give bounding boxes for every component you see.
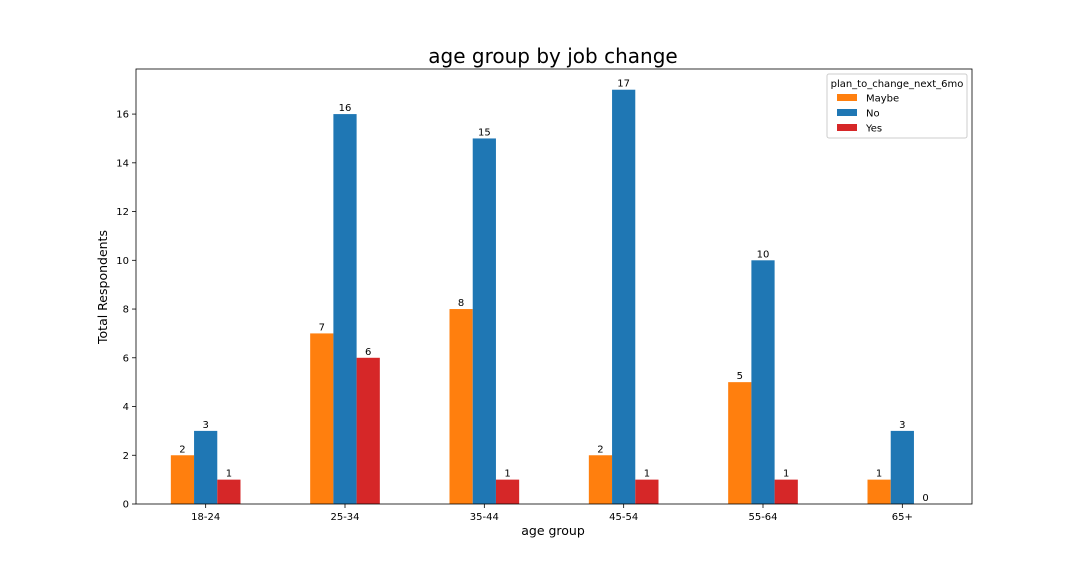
data-label: 2: [597, 444, 603, 455]
bar-yes: [356, 357, 380, 504]
bar-yes: [635, 479, 659, 504]
data-label: 1: [644, 469, 650, 480]
data-label: 3: [202, 420, 208, 431]
bar-no: [333, 114, 357, 504]
legend-label-maybe: Maybe: [866, 94, 899, 105]
y-tick-label: 8: [123, 305, 129, 316]
bar-yes: [774, 479, 798, 504]
y-tick-label: 14: [116, 158, 129, 169]
x-axis: 18-24 25-34 35-44 45-54 55-64 65+: [191, 504, 913, 523]
bar-maybe: [588, 455, 613, 504]
bar-maybe: [867, 479, 891, 504]
bar-maybe: [449, 309, 473, 504]
data-label: 3: [899, 420, 905, 431]
data-label: 1: [504, 469, 510, 480]
x-tick-label: 25-34: [330, 512, 359, 523]
y-tick-label: 0: [123, 500, 129, 511]
bar-no: [890, 430, 914, 504]
y-tick-label: 2: [123, 451, 129, 462]
bar-no: [751, 260, 775, 504]
bar-yes: [495, 479, 520, 504]
y-tick-label: 16: [116, 110, 129, 121]
data-label: 10: [757, 249, 770, 260]
data-label: 2: [179, 444, 185, 455]
y-axis-label: Total Respondents: [95, 230, 110, 345]
legend-box: [826, 73, 968, 139]
y-axis: 0 2 4 6 8 10 12 14 16: [116, 110, 136, 511]
x-tick-label: 45-54: [609, 512, 638, 523]
bar-no: [472, 138, 496, 504]
legend-swatch-maybe: [837, 94, 857, 101]
legend-swatch-yes: [837, 124, 857, 131]
data-label: 1: [783, 469, 789, 480]
legend-swatch-no: [837, 109, 857, 116]
chart-title: age group by job change: [428, 44, 677, 68]
bar-maybe: [728, 382, 752, 504]
legend-title: plan_to_change_next_6mo: [831, 79, 964, 90]
legend: plan_to_change_next_6mo Maybe No Yes: [826, 73, 968, 139]
data-label: 1: [876, 469, 882, 480]
data-label: 16: [339, 103, 352, 114]
y-tick-label: 4: [123, 402, 129, 413]
bar-maybe: [170, 455, 195, 504]
data-label: 0: [922, 493, 928, 504]
bar-no: [194, 430, 218, 504]
x-axis-label: age group: [521, 523, 585, 538]
data-label: 17: [617, 79, 630, 90]
y-tick-label: 12: [116, 207, 129, 218]
data-label: 7: [319, 322, 325, 333]
x-tick-label: 35-44: [470, 512, 499, 523]
legend-label-yes: Yes: [865, 124, 882, 135]
bar-yes: [217, 479, 241, 504]
data-label: 6: [365, 347, 371, 358]
axes-frame: [135, 68, 973, 505]
bar-maybe: [310, 333, 334, 504]
y-tick-label: 6: [123, 353, 129, 364]
bar-no: [612, 89, 636, 504]
data-label: 5: [737, 371, 743, 382]
data-label: 1: [226, 469, 232, 480]
y-tick-label: 10: [116, 256, 129, 267]
data-label: 8: [458, 298, 464, 309]
data-label: 15: [478, 127, 491, 138]
x-tick-label: 65+: [892, 512, 913, 523]
x-tick-label: 55-64: [748, 512, 777, 523]
legend-label-no: No: [866, 109, 880, 120]
x-tick-label: 18-24: [191, 512, 220, 523]
